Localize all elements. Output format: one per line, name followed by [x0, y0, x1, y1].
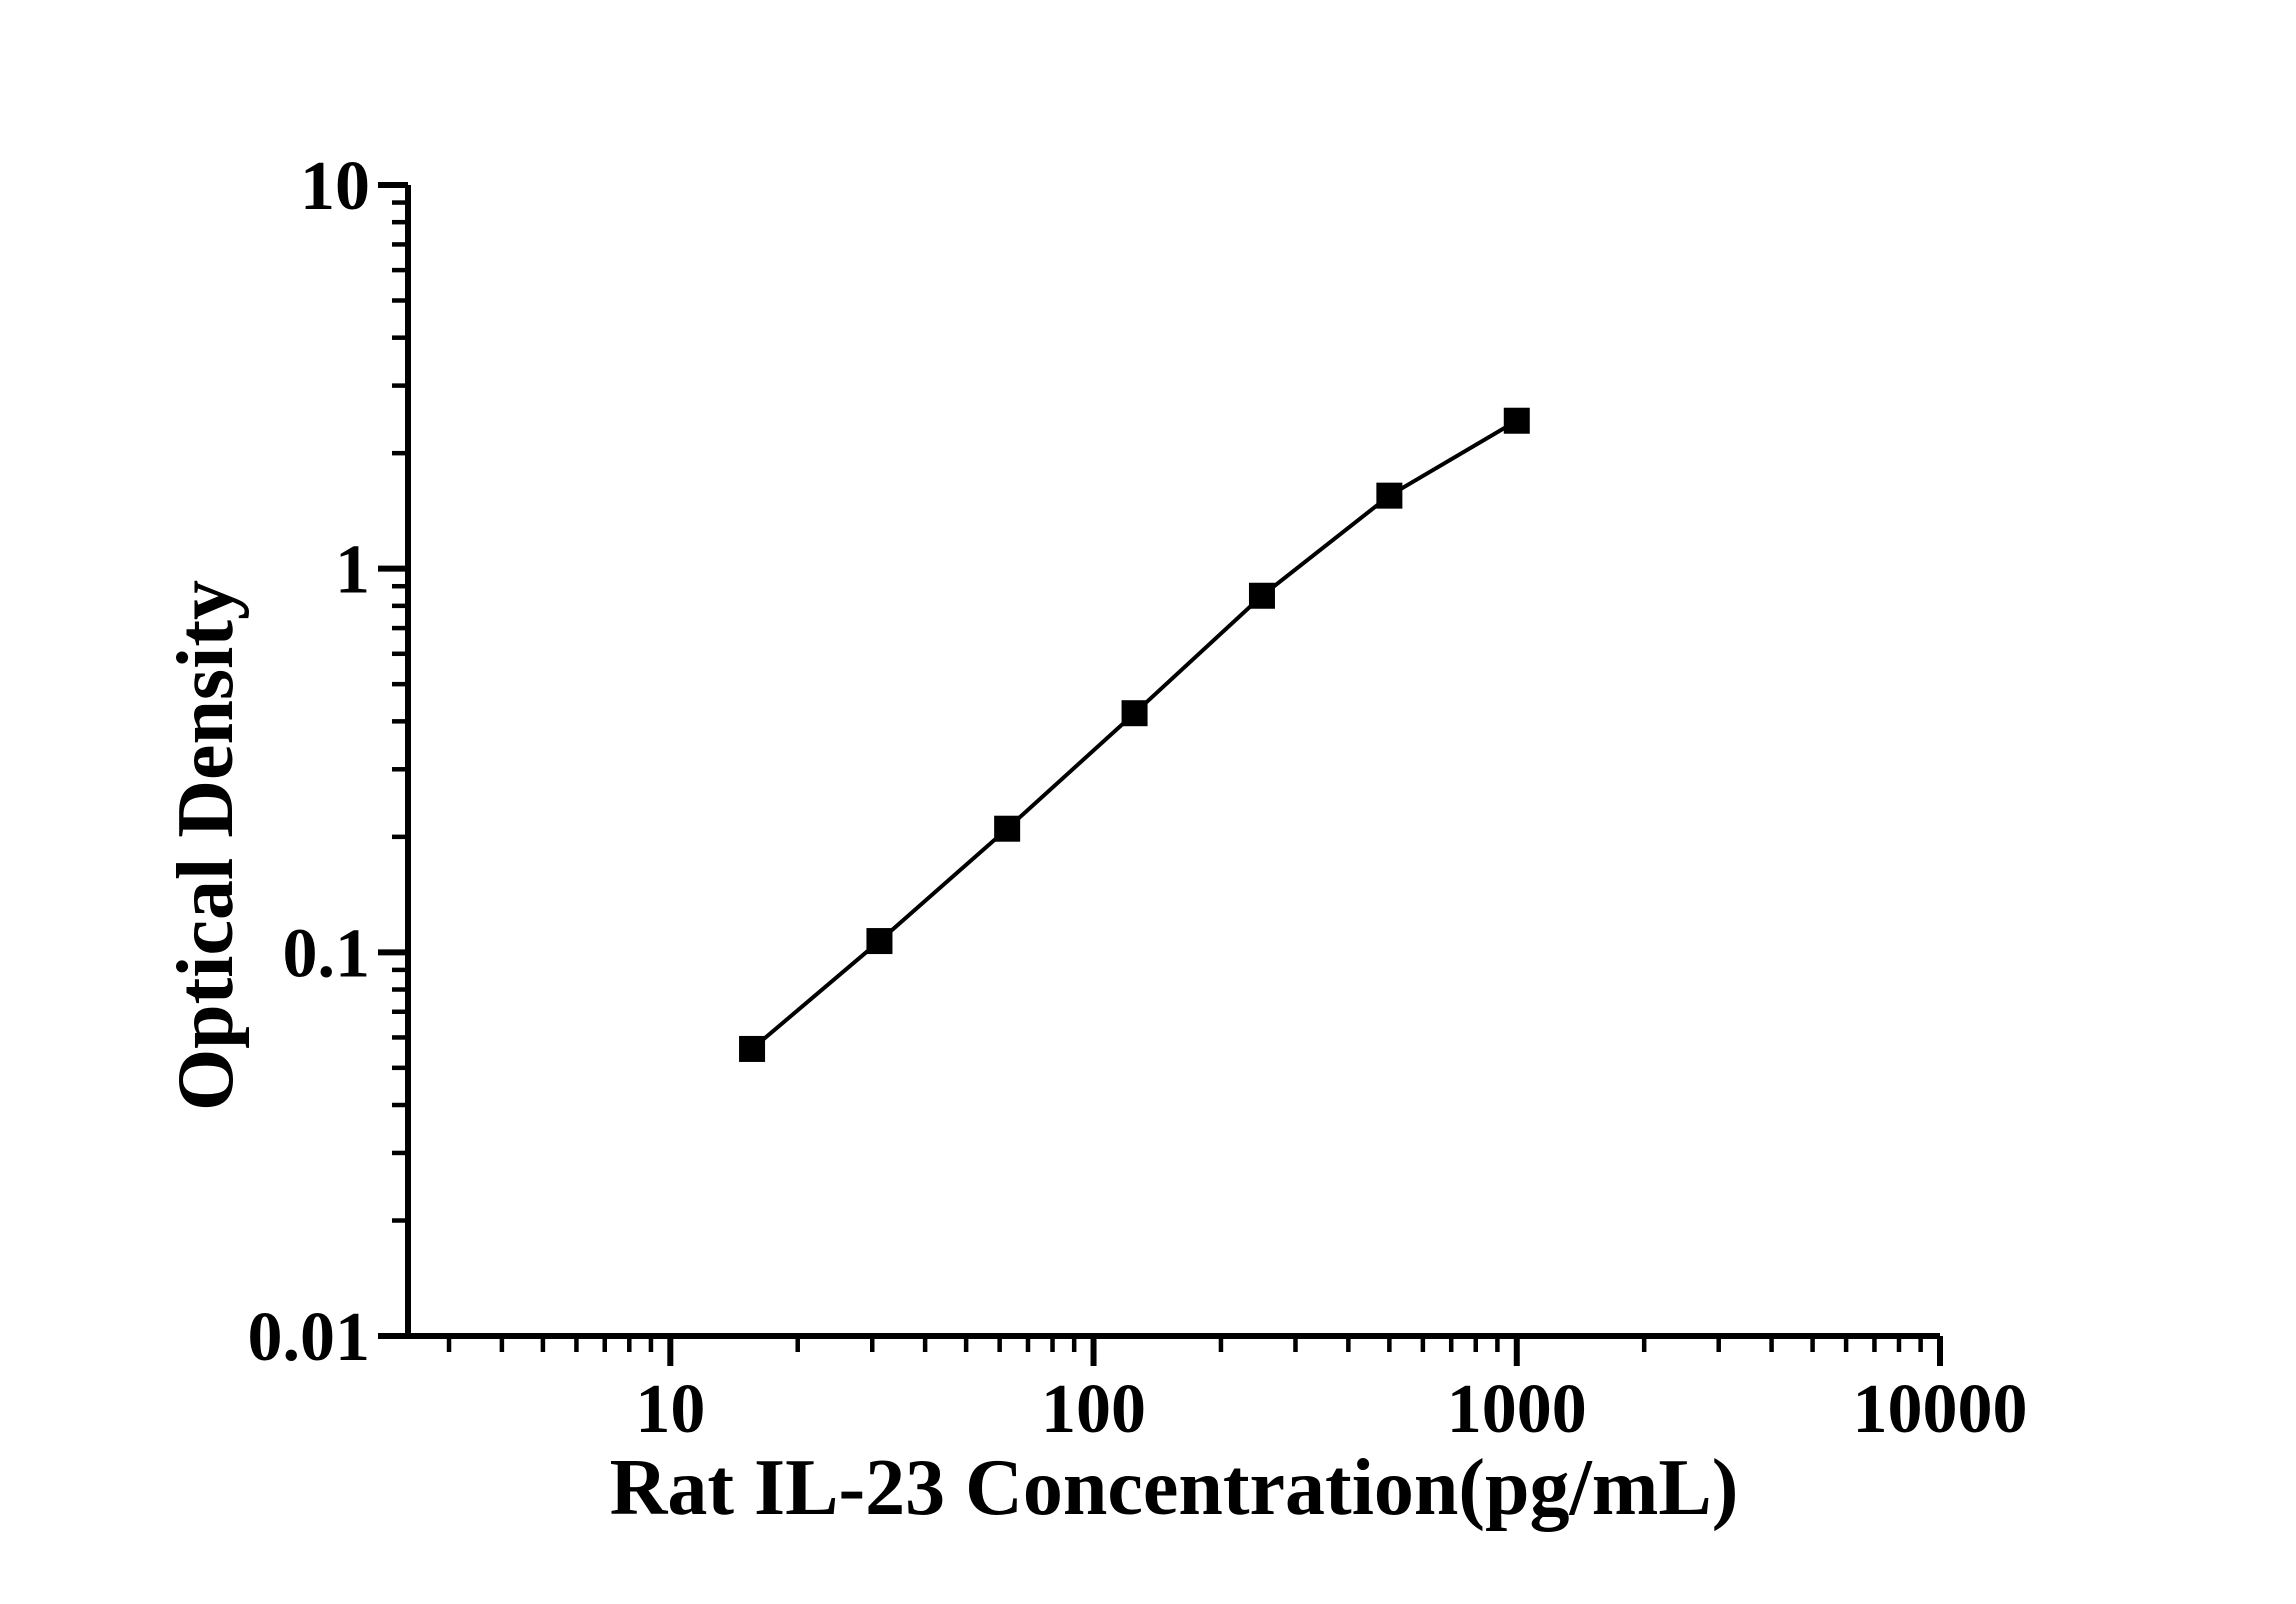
y-tick-label: 1 [335, 532, 370, 609]
axis-lines [405, 185, 1940, 1339]
x-tick-label: 1000 [1447, 1371, 1587, 1448]
series-line [750, 418, 1518, 1051]
data-series [739, 407, 1530, 1062]
data-point-marker [1248, 582, 1275, 609]
y-axis-ticks [378, 182, 408, 1339]
data-point-marker [1503, 407, 1530, 434]
x-tick-label: 100 [1041, 1371, 1146, 1448]
x-tick-label: 10 [635, 1371, 705, 1448]
data-point-marker [1376, 482, 1403, 509]
axes [405, 185, 1940, 1339]
y-axis-tick-labels: 0.01 0.1 1 10 [248, 148, 371, 1376]
x-axis-title: Rat IL-23 Concentration(pg/mL) [610, 1444, 1739, 1532]
x-axis-tick-labels: 10 100 1000 10000 [635, 1371, 2027, 1448]
data-point-marker [739, 1035, 766, 1062]
data-point-marker [994, 815, 1021, 842]
y-tick-label: 0.1 [283, 915, 371, 992]
data-point-marker [1121, 700, 1148, 727]
y-tick-label: 0.01 [248, 1299, 371, 1376]
x-axis-ticks [446, 1336, 1943, 1366]
y-axis-title: Optical Density [162, 580, 250, 1111]
y-tick-label: 10 [300, 148, 370, 225]
data-point-marker [866, 928, 893, 955]
x-tick-label: 10000 [1853, 1371, 2028, 1448]
